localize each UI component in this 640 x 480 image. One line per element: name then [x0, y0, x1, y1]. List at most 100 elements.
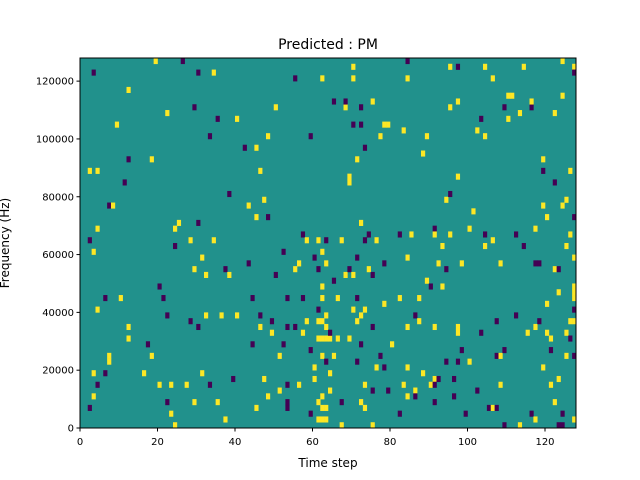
plot-frame [79, 57, 577, 429]
heatmap-cell-high [149, 352, 154, 359]
heatmap-cell-low [103, 370, 108, 377]
heatmap-cell-low [355, 254, 360, 261]
heatmap-cell-high [262, 196, 267, 203]
heatmap-cell-high [320, 75, 325, 82]
heatmap-cell-low [572, 69, 577, 76]
heatmap-cell-high [390, 341, 395, 348]
heatmap-cell-low [331, 98, 337, 105]
heatmap-cell-high [254, 144, 259, 151]
heatmap-cell-low [355, 358, 360, 365]
heatmap-cell-high [87, 167, 92, 174]
heatmap-cell-high [564, 196, 569, 203]
heatmap-cell-low [281, 248, 286, 255]
heatmap-cell-low [107, 202, 112, 209]
heatmap-cell-low [250, 341, 255, 348]
heatmap-cell-high [455, 98, 461, 105]
heatmap-cell-low [343, 98, 348, 105]
heatmap-cell-high [339, 237, 344, 244]
heatmap-cell-high [506, 92, 511, 99]
heatmap-cell-low [432, 225, 437, 232]
heatmap-cell-low [145, 341, 151, 348]
heatmap-cell-high [428, 381, 433, 388]
heatmap-cell-high [545, 329, 550, 336]
heatmap-cell-high [200, 370, 205, 377]
heatmap-cell-high [362, 306, 368, 313]
heatmap-cell-low [126, 156, 131, 163]
heatmap-cell-low [378, 352, 383, 359]
heatmap-cell-low [312, 254, 317, 261]
heatmap-cell-high [293, 266, 298, 273]
heatmap-cell-high [277, 352, 282, 359]
heatmap-cell-high [440, 283, 445, 290]
heatmap-cell-low [444, 266, 449, 273]
heatmap-cell-high [254, 404, 259, 411]
heatmap-cell-low [165, 312, 170, 319]
heatmap-cell-high [316, 318, 321, 325]
heatmap-cell-high [382, 300, 387, 307]
heatmap-cell-high [107, 352, 112, 359]
heatmap-cell-high [320, 295, 325, 302]
heatmap-cell-high [328, 387, 333, 394]
heatmap-cell-high [339, 422, 344, 429]
heatmap-cell-high [343, 104, 348, 111]
x-tick-label: 0 [77, 437, 83, 448]
heatmap-cell-high [545, 300, 550, 307]
heatmap-cell-low [397, 410, 402, 417]
heatmap-cell-low [556, 266, 561, 273]
heatmap-cell-high [266, 393, 271, 400]
x-tick-label: 40 [229, 437, 242, 448]
heatmap-cell-low [347, 266, 352, 273]
heatmap-cell-low [479, 329, 484, 336]
heatmap-cell-high [564, 329, 569, 336]
heatmap-cell-high [351, 63, 356, 70]
heatmap-cell-high [324, 312, 329, 319]
heatmap-cell-high [304, 318, 309, 325]
heatmap-cell-low [444, 358, 449, 365]
heatmap-cell-low [463, 410, 468, 417]
heatmap-cell-high [370, 98, 375, 105]
heatmap-cell-low [196, 323, 201, 331]
heatmap-cell-low [556, 422, 561, 429]
heatmap-cell-high [316, 416, 321, 423]
heatmap-cell-high [273, 104, 278, 111]
heatmap-cell-low [452, 375, 457, 383]
heatmap-cell-low [448, 190, 453, 198]
heatmap-cell-high [421, 150, 426, 157]
heatmap-cell-high [506, 115, 511, 122]
chart-title: Predicted : PM [278, 37, 378, 53]
heatmap-cell-high [413, 387, 418, 394]
heatmap-cell-high [235, 115, 240, 122]
heatmap-cell-high [355, 156, 360, 163]
heatmap-cell-high [548, 381, 554, 388]
heatmap-cell-high [277, 387, 282, 394]
heatmap-cell-high [545, 214, 550, 221]
heatmap-cell-high [324, 404, 329, 411]
heatmap-cell-high [355, 318, 360, 325]
heatmap-cell-low [250, 295, 255, 302]
heatmap-cell-high [324, 260, 329, 267]
heatmap-cell-low [483, 231, 488, 238]
heatmap-cell-low [502, 422, 507, 429]
heatmap-cell-high [366, 266, 371, 273]
heatmap-cell-low [533, 260, 538, 267]
heatmap-cell-high [455, 329, 461, 336]
heatmap-cell-low [479, 115, 484, 122]
heatmap-cell-low [366, 231, 371, 238]
heatmap-cell-low [242, 144, 247, 151]
heatmap-cell-low [494, 404, 499, 411]
heatmap-cell-high [401, 381, 406, 388]
x-tick-label: 80 [384, 437, 397, 448]
heatmap-cell-low [308, 347, 313, 354]
heatmap-cell-high [572, 289, 577, 296]
heatmap-cell-low [432, 399, 437, 406]
heatmap-cell-low [157, 283, 162, 290]
heatmap-cell-high [351, 306, 356, 313]
heatmap-cell-low [552, 179, 557, 186]
heatmap-cell-high [328, 370, 333, 377]
heatmap-cell-low [165, 399, 170, 406]
heatmap-cell-low [324, 237, 329, 244]
heatmap-cell-high [149, 156, 154, 163]
heatmap-cell-high [386, 121, 391, 128]
y-tick-label: 0 [68, 424, 74, 435]
heatmap-cell-high [432, 231, 437, 238]
